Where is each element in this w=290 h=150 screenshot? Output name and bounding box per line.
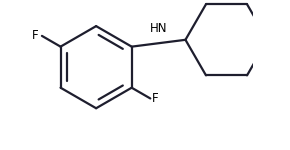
Text: HN: HN (150, 22, 167, 35)
Text: F: F (31, 29, 38, 42)
Text: F: F (152, 92, 159, 105)
